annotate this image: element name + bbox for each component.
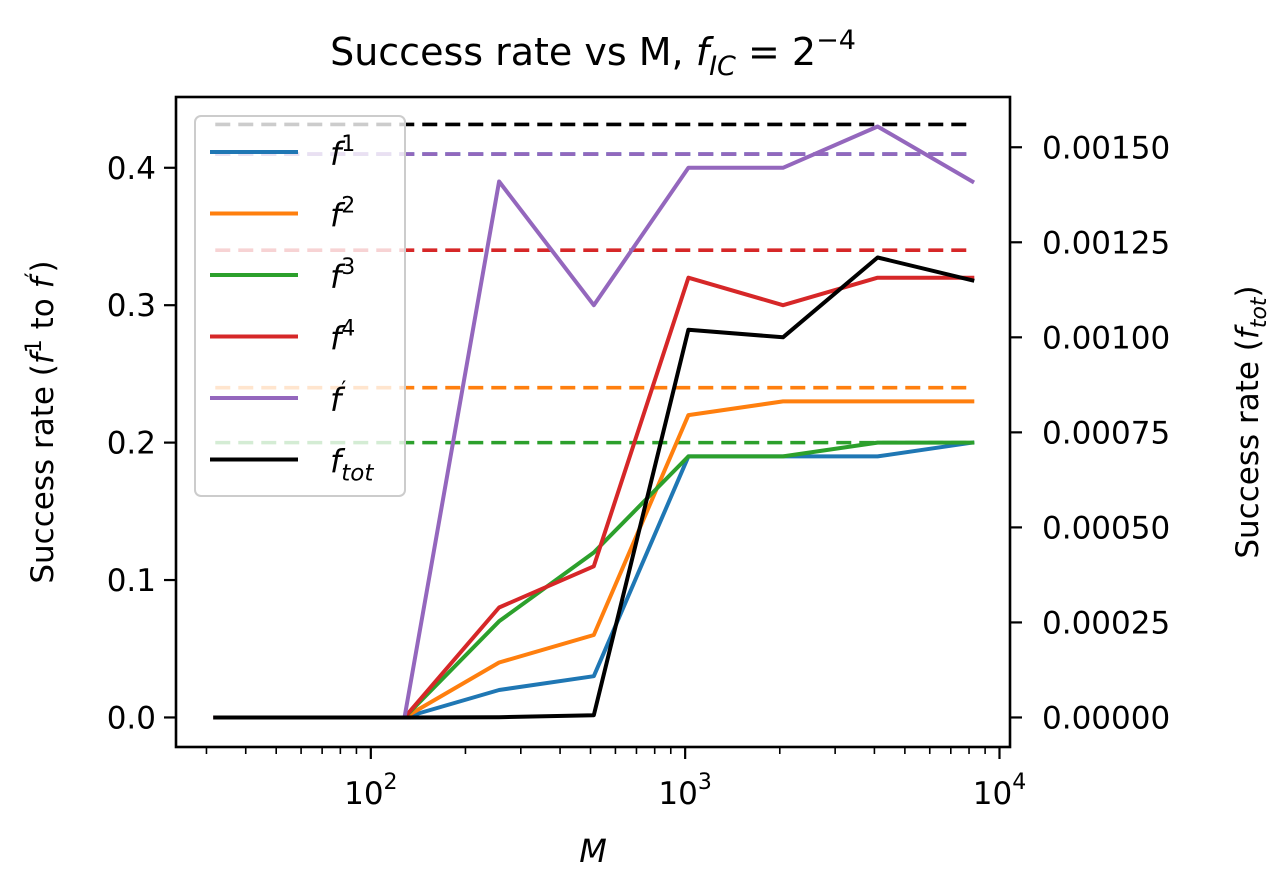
y-right-tick-label: 0.00025: [1042, 605, 1170, 641]
y-right-tick-label: 0.00050: [1042, 510, 1170, 546]
x-tick-label: 102: [344, 770, 397, 812]
y-left-tick-label: 0.3: [107, 288, 156, 324]
y-left-tick-label: 0.2: [107, 426, 156, 462]
axes-frame: [174, 95, 1012, 749]
legend-label-6: ftot: [330, 443, 374, 487]
y-right-tick-label: 0.00150: [1042, 130, 1170, 166]
y-axis-left-label: Success rate (f1 to f′): [22, 260, 61, 583]
x-axis-label: M: [579, 832, 607, 870]
x-axis: 102 103 104: [205, 747, 1026, 812]
y-right-tick-label: 0.00100: [1042, 320, 1170, 356]
y-right-tick-label: 0.00000: [1042, 700, 1170, 736]
y-axis-right-label: Success rate (ftot): [1230, 285, 1272, 558]
y-right-tick-label: 0.00075: [1042, 415, 1170, 451]
y-axis-left: 0.0 0.1 0.2 0.3 0.4: [107, 151, 176, 736]
series-points-6: [215, 257, 973, 718]
chart-title: Success rate vs M, fIC = 2−4: [330, 25, 856, 82]
y-left-tick-label: 0.0: [107, 700, 156, 736]
legend-frame: [194, 115, 406, 497]
x-tick-label: 103: [658, 770, 711, 812]
y-axis-right: 0.00000 0.00025 0.00050 0.00075 0.00100 0.001…: [1010, 130, 1170, 736]
y-left-tick-label: 0.1: [107, 563, 156, 599]
x-tick-label: 104: [973, 770, 1026, 812]
y-left-tick-label: 0.4: [107, 151, 156, 187]
series-lines: [213, 124, 976, 720]
y-right-tick-label: 0.00125: [1042, 225, 1170, 261]
